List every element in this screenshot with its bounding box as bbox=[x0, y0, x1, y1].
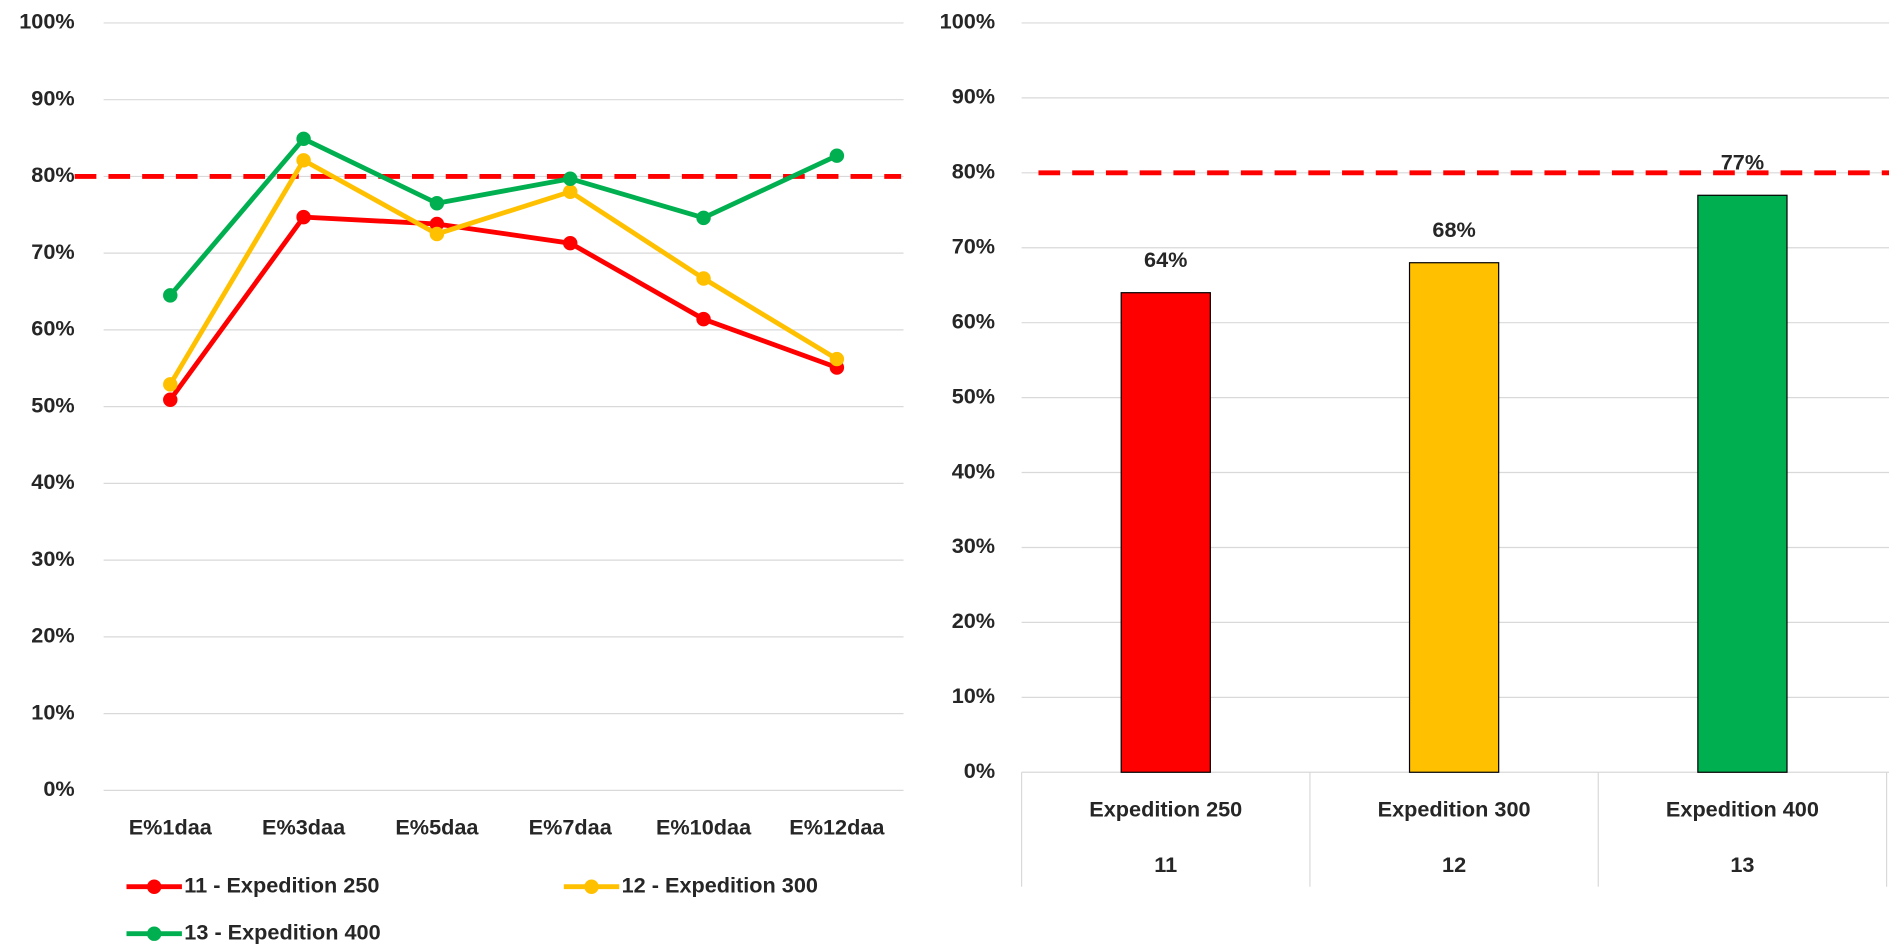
x-tick-label: E%1daa bbox=[129, 815, 213, 840]
point bbox=[563, 185, 577, 199]
y-tick-label: 20% bbox=[952, 608, 995, 633]
y-tick-label: 80% bbox=[31, 162, 74, 187]
legend-marker bbox=[147, 926, 161, 940]
y-tick-label: 20% bbox=[31, 623, 74, 648]
point bbox=[696, 312, 710, 326]
y-tick-label: 90% bbox=[952, 84, 995, 109]
y-tick-label: 0% bbox=[964, 758, 995, 783]
dashboard: 0% 10% 20% 30% 40% 50% 60% 70% 80% 90% 100% E%1daa E… bbox=[0, 0, 1889, 947]
x-tick-label: E%7daa bbox=[529, 815, 613, 840]
y-tick-label: 100% bbox=[19, 9, 74, 34]
y-tick-label: 10% bbox=[31, 699, 74, 724]
y-tick-label: 90% bbox=[31, 85, 74, 110]
y-tick-label: 0% bbox=[43, 776, 74, 801]
point bbox=[430, 196, 444, 210]
y-tick-label: 50% bbox=[952, 383, 995, 408]
x-group-label: 12 bbox=[1442, 852, 1466, 877]
y-tick-label: 10% bbox=[952, 683, 995, 708]
legend-label: 13 - Expedition 400 bbox=[184, 919, 380, 944]
x-tick-label: Expedition 400 bbox=[1666, 797, 1819, 822]
x-tick-label: Expedition 300 bbox=[1378, 797, 1531, 822]
point bbox=[563, 171, 577, 185]
x-tick-label: Expedition 250 bbox=[1089, 797, 1242, 822]
x-group-label: 13 bbox=[1730, 852, 1754, 877]
x-tick-label: E%12daa bbox=[789, 815, 885, 840]
x-tick-label: E%5daa bbox=[395, 815, 479, 840]
point bbox=[830, 352, 844, 366]
page: 0% 10% 20% 30% 40% 50% 60% 70% 80% 90% 100% E%1daa E… bbox=[0, 0, 1889, 947]
point bbox=[563, 236, 577, 250]
bar bbox=[1410, 263, 1499, 773]
bar bbox=[1121, 293, 1210, 773]
value-label: 64% bbox=[1144, 247, 1187, 272]
y-tick-label: 40% bbox=[952, 458, 995, 483]
y-tick-label: 30% bbox=[31, 546, 74, 571]
series-line bbox=[170, 217, 837, 400]
x-group-label: 11 bbox=[1154, 852, 1177, 877]
legend-label: 12 - Expedition 300 bbox=[622, 872, 818, 897]
point bbox=[296, 132, 310, 146]
series-line bbox=[170, 160, 837, 384]
legend-marker bbox=[147, 879, 161, 893]
y-tick-label: 60% bbox=[31, 316, 74, 341]
y-tick-label: 60% bbox=[952, 308, 995, 333]
point bbox=[696, 271, 710, 285]
legend-label: 11 - Expedition 250 bbox=[184, 872, 379, 897]
point bbox=[163, 288, 177, 302]
y-tick-label: 50% bbox=[31, 392, 74, 417]
point bbox=[296, 153, 310, 167]
point bbox=[163, 393, 177, 407]
y-tick-label: 30% bbox=[952, 533, 995, 558]
x-tick-label: E%3daa bbox=[262, 815, 346, 840]
point bbox=[163, 377, 177, 391]
value-label: 68% bbox=[1432, 217, 1475, 242]
legend-marker bbox=[584, 879, 598, 893]
point bbox=[696, 211, 710, 225]
x-tick-label: E%10daa bbox=[656, 815, 752, 840]
y-tick-label: 100% bbox=[940, 9, 995, 34]
y-tick-label: 40% bbox=[31, 469, 74, 494]
y-tick-label: 80% bbox=[952, 159, 995, 184]
bar bbox=[1698, 195, 1787, 772]
point bbox=[430, 227, 444, 241]
y-tick-label: 70% bbox=[952, 233, 995, 258]
point bbox=[830, 148, 844, 162]
point bbox=[296, 210, 310, 224]
y-tick-label: 70% bbox=[31, 239, 74, 264]
